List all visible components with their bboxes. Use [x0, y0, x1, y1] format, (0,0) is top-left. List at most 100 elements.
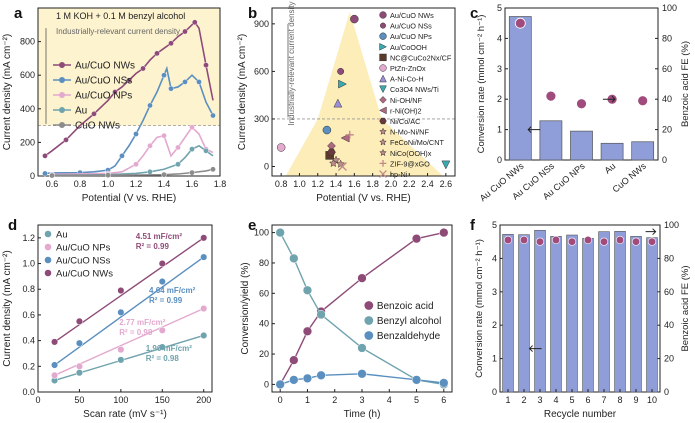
- data-point-au: [289, 253, 299, 264]
- legend-label: NC@CuCo2Nx/CF: [390, 53, 452, 62]
- data-point-au: [75, 369, 83, 377]
- data-point: [345, 130, 354, 139]
- fe-marker: [647, 237, 657, 246]
- panel-c-right-ytick-label: 80: [662, 33, 672, 43]
- region-label: Industrially-relevant current density: [287, 1, 296, 125]
- legend-label: ZIF-9@xGO: [390, 159, 430, 168]
- panel-c-ytick-label: 4: [497, 33, 502, 43]
- bar: [566, 234, 578, 393]
- r2-label-nss: R² = 0.99: [149, 296, 183, 305]
- panel-f-ytick-label: 1: [492, 354, 497, 364]
- panel-a-xtick-label: 0.8: [74, 179, 87, 189]
- legend-marker: [379, 32, 387, 40]
- x-category-label: 6: [585, 395, 590, 405]
- data-point-au: [302, 285, 313, 295]
- data-point-nss: [75, 339, 83, 347]
- bar: [550, 236, 562, 393]
- panel-b-xtick-label: 1.4: [330, 179, 343, 189]
- x-axis-label: Time (h): [344, 409, 381, 420]
- x-category-label: 4: [553, 395, 558, 405]
- legend-label-nss: Benzaldehyde: [377, 331, 441, 342]
- panel-e-ytick-label: 0: [264, 379, 269, 389]
- data-point-nss: [51, 361, 59, 369]
- data-point-nss: [411, 375, 422, 385]
- r2-label-nws: R² = 0.99: [136, 242, 170, 251]
- slope-label-nws: 4.51 mF/cm²: [136, 232, 183, 241]
- data-point-nws: [75, 317, 83, 325]
- legend-marker-nps: [59, 92, 65, 98]
- panel-b-ytick-label: 900: [254, 19, 269, 29]
- bar: [534, 230, 546, 393]
- left-axis-arrow: [527, 126, 541, 133]
- legend-marker: [379, 85, 387, 94]
- slope-label-nss: 4.64 mF/cm²: [149, 286, 196, 295]
- legend-label: NiCo(OOH)x: [390, 149, 432, 158]
- data-point-nws: [112, 89, 118, 95]
- legend-label-nws: Benzoic acid: [377, 301, 434, 312]
- legend-label: Co3O4 NWs/Ti: [390, 85, 439, 94]
- data-point-au: [200, 331, 208, 340]
- data-point-nps: [51, 371, 59, 379]
- data-point-nps: [189, 124, 195, 131]
- data-point-nws: [289, 355, 299, 365]
- legend-marker-nss: [364, 331, 374, 340]
- panel-f-right-ytick-label: 60: [664, 287, 674, 297]
- fe-marker: [519, 235, 529, 245]
- bar: [570, 130, 593, 161]
- data-point-nps: [175, 144, 181, 151]
- data-point-au: [275, 227, 285, 238]
- fe-marker: [637, 95, 649, 107]
- panel-e-xtick-label: 4: [387, 395, 392, 405]
- x-category-label: CuO NWs: [611, 161, 649, 195]
- data-point-nss: [439, 378, 449, 388]
- data-point: [328, 158, 338, 168]
- panel-d-xtick-label: 150: [155, 395, 170, 405]
- legend-label: Ni-OH/NF: [390, 96, 423, 105]
- legend-label: r-Ni(OH)2: [390, 106, 422, 115]
- series-line-au: [51, 144, 214, 176]
- panel-c-right-ytick-label: 100: [662, 3, 677, 13]
- panel-b-ytick-label: 300: [254, 114, 269, 124]
- legend-marker-nss: [44, 256, 52, 264]
- data-point-nps: [133, 161, 139, 168]
- panel-a-ytick-label: 200: [20, 137, 35, 147]
- x-category-label: 10: [647, 395, 657, 405]
- panel-d-ytick-label: 0.4: [22, 336, 35, 346]
- legend-marker-nws: [44, 269, 52, 277]
- data-point: [322, 125, 332, 135]
- data-point-nws: [117, 286, 125, 295]
- industrial-region: [285, 12, 443, 176]
- data-point: [276, 143, 286, 152]
- panel-a-xtick-label: 1.2: [130, 179, 143, 189]
- legend-marker: [379, 117, 387, 125]
- panel-f-right-ytick-label: 20: [664, 354, 674, 364]
- panel-f-right-ytick-label: 80: [664, 253, 674, 263]
- data-point-cuo: [210, 166, 216, 173]
- legend-marker: [379, 74, 387, 83]
- panel-a-xtick-label: 1.6: [186, 179, 199, 189]
- panel-label: c: [470, 5, 478, 22]
- data-point-nws: [91, 111, 97, 117]
- data-point-nws: [42, 153, 48, 159]
- panel-d-ytick-label: 1.0: [22, 259, 35, 269]
- data-point-au: [158, 343, 166, 351]
- legend-marker: [379, 138, 387, 146]
- panel-f-ytick-label: 2: [492, 320, 497, 330]
- data-point-nps: [75, 362, 83, 370]
- data-point-nws: [51, 338, 59, 346]
- y-axis-label: Conversion rate (mmol cm⁻² h⁻¹): [474, 239, 485, 378]
- panel-b-xtick-label: 1.2: [311, 179, 324, 189]
- legend-label: Ni/Co/AC: [390, 117, 420, 126]
- panel-d-ytick-label: 0.6: [22, 310, 35, 320]
- bar: [539, 120, 563, 161]
- panel-d-xtick-label: 0: [35, 395, 40, 405]
- bar: [631, 141, 655, 161]
- data-point-nws: [357, 273, 367, 283]
- data-point-nss: [275, 379, 285, 390]
- fe-marker: [583, 235, 593, 245]
- y-axis-label: Conversion rate (mmol cm⁻² h⁻¹): [476, 15, 487, 154]
- bar: [598, 231, 610, 393]
- data-point-au: [203, 147, 209, 154]
- fe-marker: [599, 237, 609, 246]
- panel-d-xtick-label: 50: [74, 395, 84, 405]
